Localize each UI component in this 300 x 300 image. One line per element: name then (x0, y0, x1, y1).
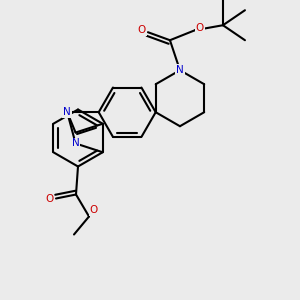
Text: N: N (176, 65, 184, 75)
Text: O: O (90, 206, 98, 215)
Text: O: O (45, 194, 53, 205)
Text: N: N (63, 107, 71, 117)
Text: O: O (196, 23, 204, 33)
Text: O: O (138, 25, 146, 35)
Text: N: N (72, 138, 80, 148)
